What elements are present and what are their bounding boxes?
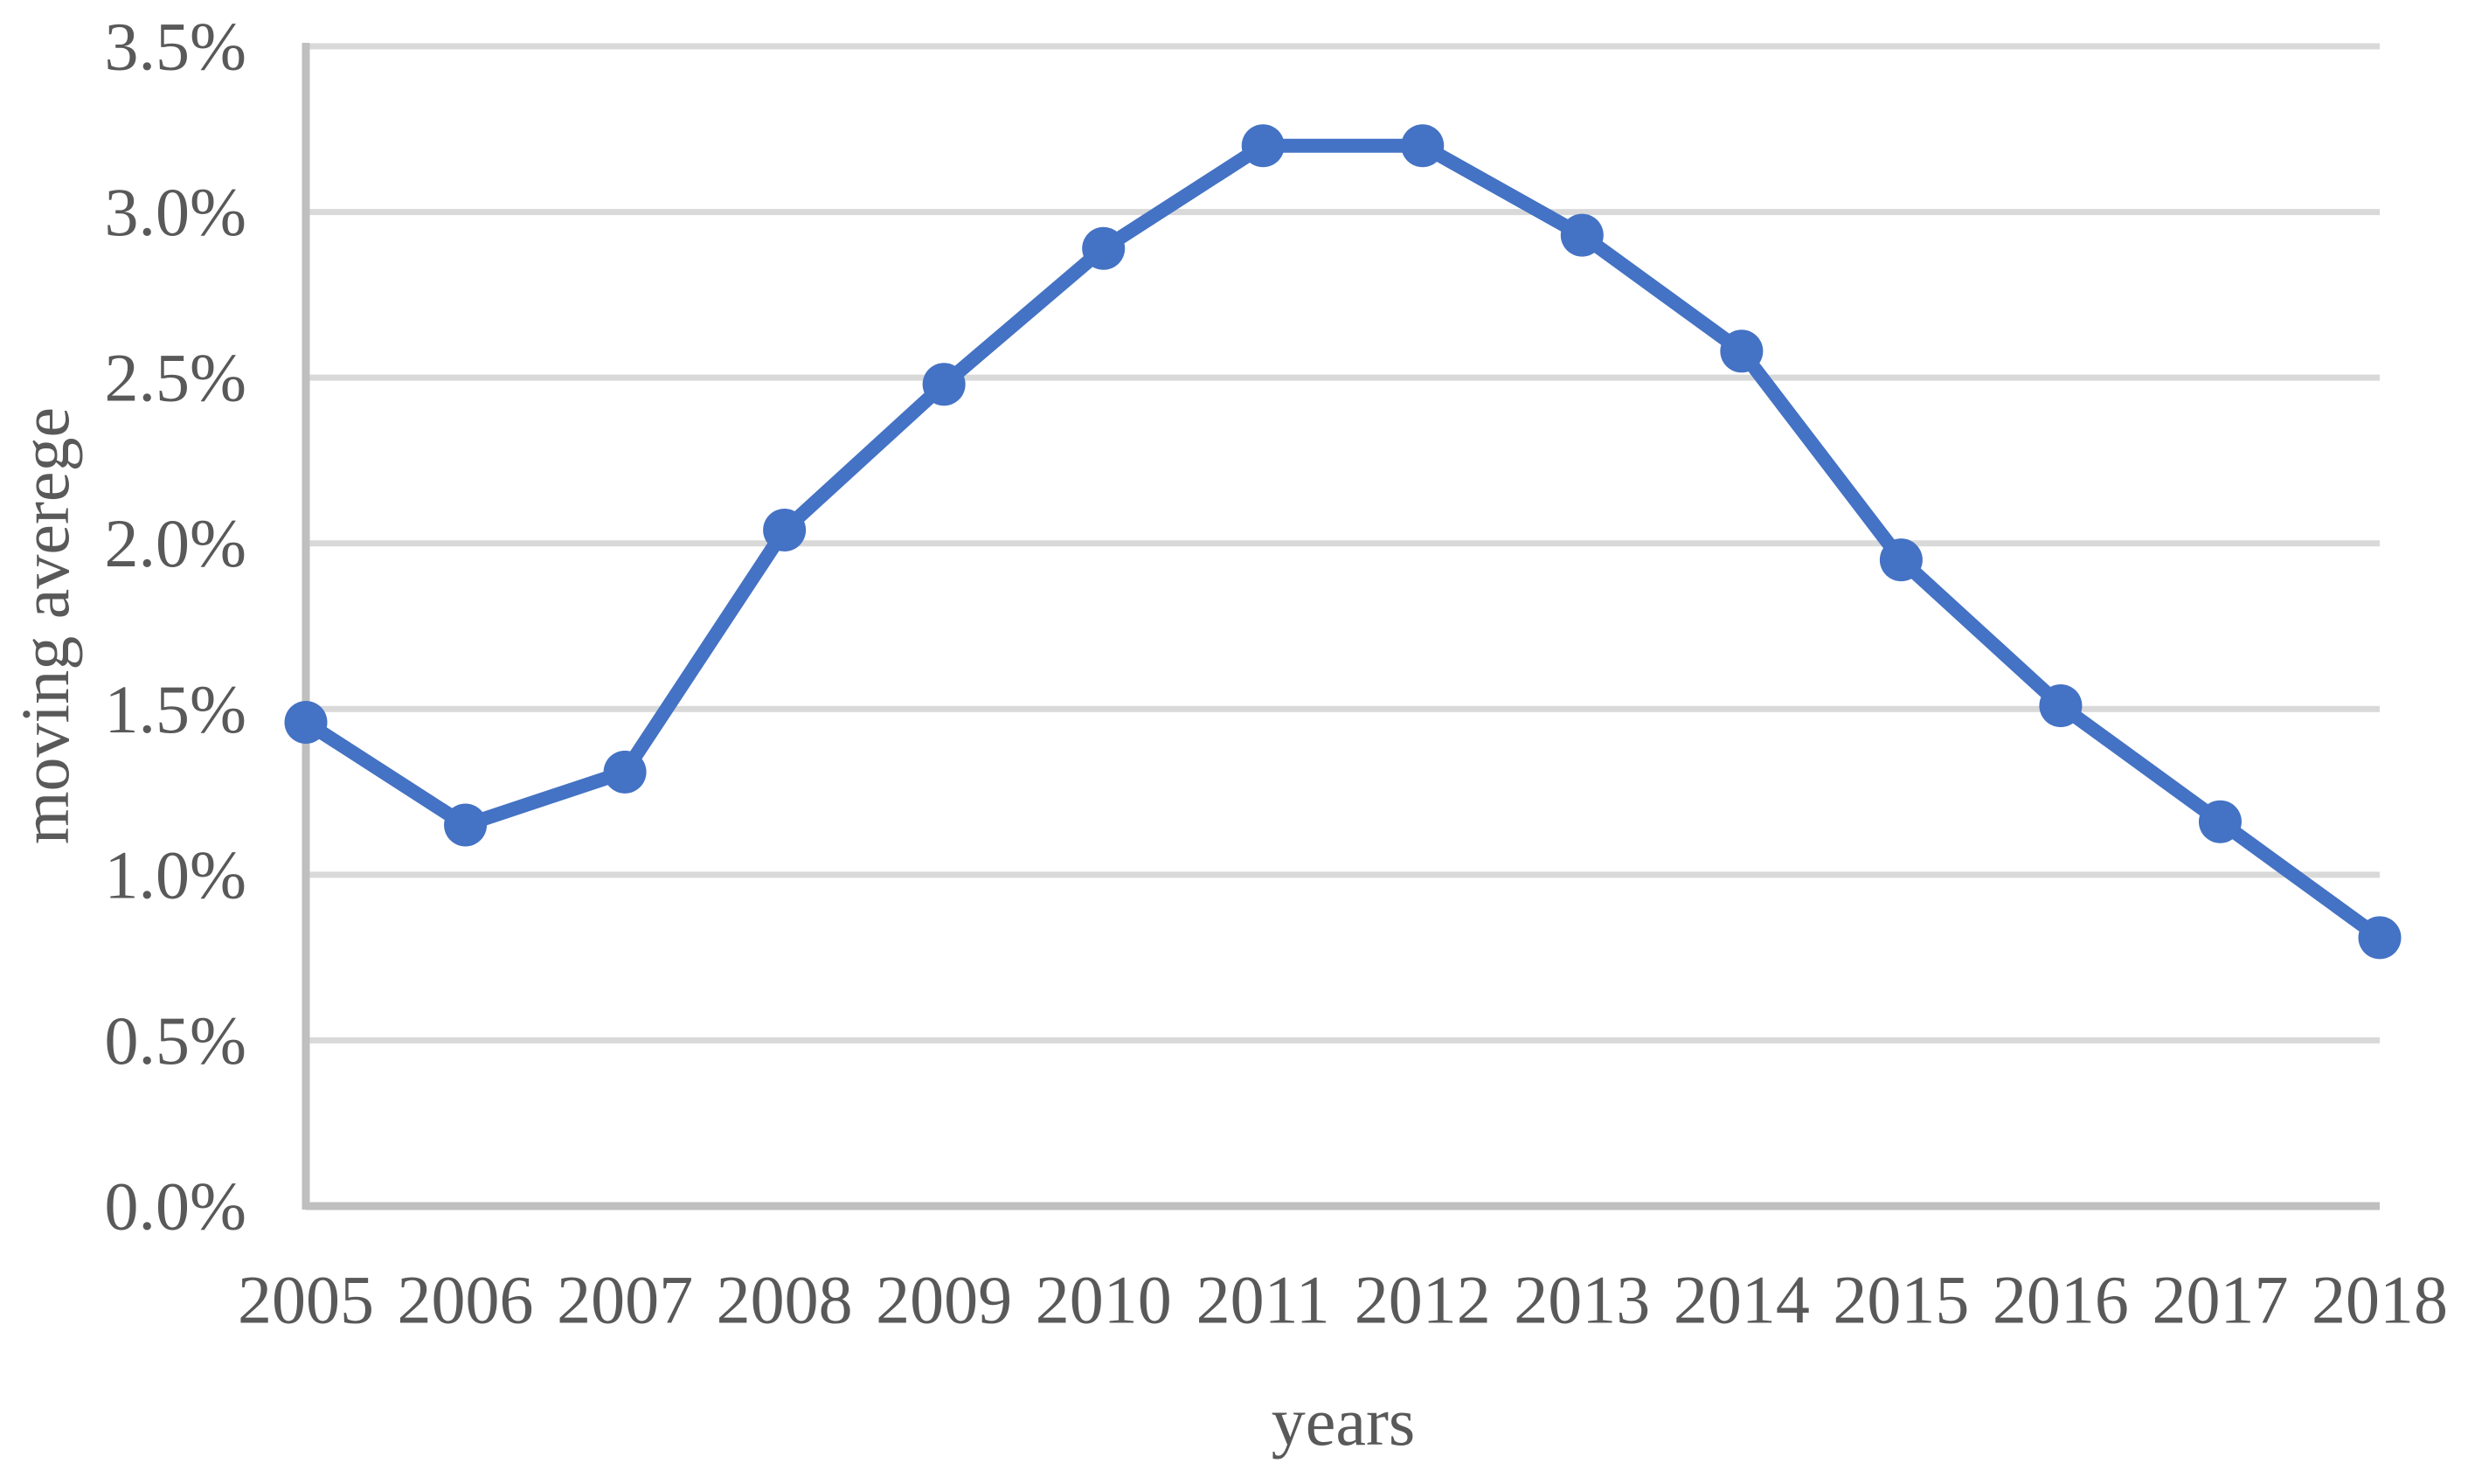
y-tick-label: 2.0% bbox=[105, 505, 246, 581]
x-tick-label: 2008 bbox=[717, 1262, 853, 1338]
data-point-2005 bbox=[284, 700, 328, 744]
data-point-2007 bbox=[603, 750, 647, 794]
y-tick-label: 0.5% bbox=[105, 1002, 246, 1078]
y-tick-label: 3.5% bbox=[105, 9, 246, 85]
x-tick-label: 2015 bbox=[1833, 1262, 1969, 1338]
data-point-2012 bbox=[1401, 124, 1445, 168]
y-axis-title: moving averege bbox=[7, 407, 83, 844]
x-tick-label: 2007 bbox=[557, 1262, 693, 1338]
axes bbox=[302, 43, 2380, 1210]
y-tick-label: 1.0% bbox=[105, 836, 246, 912]
x-tick-label: 2016 bbox=[1993, 1262, 2129, 1338]
data-point-2009 bbox=[922, 363, 966, 406]
series-line bbox=[299, 138, 2387, 945]
x-axis-tick-labels: 2005 2006 2007 2008 2009 2010 2011 2012 2013 2014… bbox=[238, 1262, 2448, 1338]
data-point-2006 bbox=[444, 803, 488, 847]
y-axis-tick-labels: 0.0% 0.5% 1.0% 1.5% 2.0% 2.5% 3.0% 3.5% bbox=[105, 9, 246, 1245]
data-point-2017 bbox=[2198, 800, 2242, 843]
data-series bbox=[284, 124, 2402, 960]
data-point-2014 bbox=[1720, 329, 1764, 373]
data-point-2015 bbox=[1879, 538, 1923, 582]
x-tick-label: 2017 bbox=[2152, 1262, 2288, 1338]
x-tick-label: 2006 bbox=[398, 1262, 534, 1338]
data-point-2016 bbox=[2039, 683, 2083, 727]
x-tick-label: 2012 bbox=[1355, 1262, 1491, 1338]
x-tick-label: 2011 bbox=[1196, 1262, 1330, 1338]
data-point-2008 bbox=[763, 509, 807, 552]
y-tick-label: 0.0% bbox=[105, 1168, 246, 1245]
x-tick-label: 2014 bbox=[1674, 1262, 1810, 1338]
y-tick-label: 2.5% bbox=[105, 340, 246, 416]
x-axis-title: years bbox=[1272, 1383, 1416, 1460]
x-tick-label: 2009 bbox=[876, 1262, 1012, 1338]
data-point-2013 bbox=[1560, 213, 1604, 257]
gridlines bbox=[306, 43, 2380, 1044]
data-point-2010 bbox=[1082, 226, 1126, 270]
data-point-2011 bbox=[1241, 124, 1285, 168]
x-tick-label: 2013 bbox=[1514, 1262, 1650, 1338]
x-tick-label: 2005 bbox=[238, 1262, 374, 1338]
y-tick-label: 1.5% bbox=[105, 671, 246, 747]
x-tick-label: 2018 bbox=[2312, 1262, 2448, 1338]
y-tick-label: 3.0% bbox=[105, 174, 246, 250]
data-point-2018 bbox=[2358, 916, 2402, 960]
x-tick-label: 2010 bbox=[1036, 1262, 1172, 1338]
